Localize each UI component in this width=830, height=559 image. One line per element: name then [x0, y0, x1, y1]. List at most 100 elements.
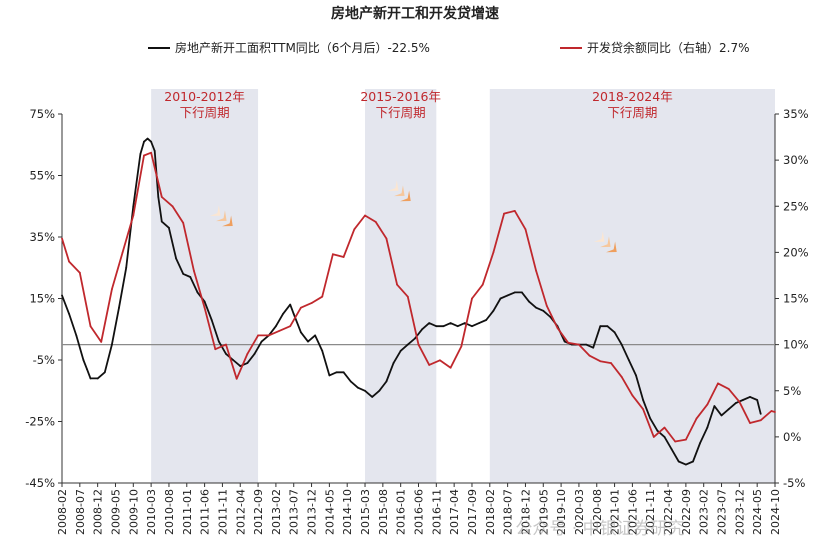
data-point: [118, 306, 120, 309]
data-point: [749, 422, 751, 424]
data-point: [485, 319, 488, 321]
x-tick-label: 2013-07: [288, 489, 301, 535]
data-point: [492, 309, 495, 312]
data-point: [364, 389, 366, 392]
data-point: [513, 209, 516, 212]
x-tick-label: 2009-10: [127, 489, 140, 535]
data-point: [727, 408, 730, 411]
data-point: [528, 300, 530, 303]
data-point: [520, 291, 523, 294]
data-point: [727, 388, 730, 390]
data-point: [374, 221, 377, 223]
data-point: [307, 340, 309, 343]
left-tick-label: -5%: [33, 353, 55, 367]
left-tick-label: 15%: [29, 292, 55, 306]
shaded-periods: [151, 89, 775, 483]
data-point: [217, 340, 220, 343]
data-point: [143, 154, 145, 157]
shaded-period-label: 下行周期: [607, 105, 657, 120]
right-tick-label: 30%: [783, 153, 809, 167]
data-point: [631, 394, 634, 397]
data-point: [578, 343, 580, 346]
data-point: [157, 196, 160, 198]
series-lines: [61, 137, 776, 466]
data-point: [513, 291, 516, 294]
data-point: [406, 295, 409, 298]
data-point: [563, 340, 566, 343]
chart-title: 房地产新开工和开发贷增速: [331, 5, 499, 22]
x-tick-label: 2008-07: [74, 489, 87, 535]
left-tick-label: -45%: [25, 476, 55, 490]
data-point: [567, 341, 570, 344]
data-point: [196, 291, 199, 294]
data-point: [314, 334, 317, 337]
data-point: [146, 137, 149, 140]
left-tick-label: 55%: [29, 169, 55, 183]
data-point: [449, 366, 452, 369]
data-point: [542, 309, 545, 312]
right-tick-label: 35%: [783, 107, 809, 121]
data-point: [592, 346, 595, 349]
data-point: [168, 226, 170, 229]
x-tick-label: 2021-01: [609, 489, 622, 535]
data-point: [392, 362, 395, 364]
x-tick-label: 2010-03: [145, 489, 158, 535]
data-point: [406, 343, 409, 346]
data-point: [717, 382, 719, 385]
right-tick-label: 10%: [783, 338, 809, 352]
data-point: [96, 377, 99, 380]
data-point: [635, 374, 637, 377]
data-point: [492, 251, 495, 254]
x-tick-label: 2020-08: [591, 489, 604, 535]
data-point: [428, 322, 431, 324]
data-point: [599, 325, 602, 328]
right-tick-label: -5%: [783, 476, 805, 490]
data-point: [100, 340, 103, 343]
data-point: [342, 371, 345, 374]
data-point: [396, 283, 399, 286]
x-tick-label: 2018-07: [502, 489, 515, 535]
data-point: [770, 410, 773, 412]
data-point: [78, 271, 81, 274]
x-tick-label: 2020-03: [573, 489, 586, 535]
data-point: [620, 376, 623, 378]
data-point: [257, 334, 259, 337]
x-tick-label: 2011-01: [181, 489, 194, 535]
data-point: [471, 325, 473, 328]
x-tick-label: 2017-04: [448, 489, 461, 535]
x-tick-label: 2013-02: [270, 489, 283, 535]
data-point: [282, 312, 284, 315]
x-tick-label: 2015-08: [377, 489, 390, 535]
legend: 房地产新开工面积TTM同比（6个月后）-22.5% 开发贷余额同比（右轴）2.7%: [148, 40, 750, 55]
x-tick-label: 2023-02: [698, 489, 711, 535]
data-point: [232, 359, 235, 361]
data-point: [214, 348, 217, 351]
shaded-period-label: 下行周期: [376, 105, 426, 120]
data-point: [299, 331, 302, 334]
data-point: [171, 205, 174, 208]
arrow-chevron: [209, 205, 221, 216]
data-point: [670, 448, 673, 451]
data-point: [132, 214, 135, 217]
x-tick-label: 2019-05: [537, 489, 550, 535]
x-tick-label: 2009-05: [109, 489, 122, 535]
x-tick-label: 2019-10: [555, 489, 568, 535]
data-point: [160, 196, 163, 198]
legend-label: 房地产新开工面积TTM同比（6个月后）-22.5%: [175, 40, 430, 55]
data-point: [385, 380, 388, 383]
data-point: [182, 221, 185, 224]
shaded-period-label: 2010-2012年: [164, 89, 245, 104]
data-point: [759, 419, 762, 422]
data-point: [756, 399, 759, 401]
data-point: [210, 319, 213, 321]
x-tick-label: 2013-12: [306, 489, 319, 535]
series-line-new-starts: [61, 137, 762, 466]
data-point: [585, 343, 587, 346]
x-tick-label: 2017-09: [466, 489, 479, 535]
data-point: [428, 364, 431, 366]
data-point: [524, 228, 527, 231]
downtrend-arrows: [209, 180, 617, 253]
data-point: [620, 343, 623, 346]
right-tick-label: 5%: [783, 384, 801, 398]
